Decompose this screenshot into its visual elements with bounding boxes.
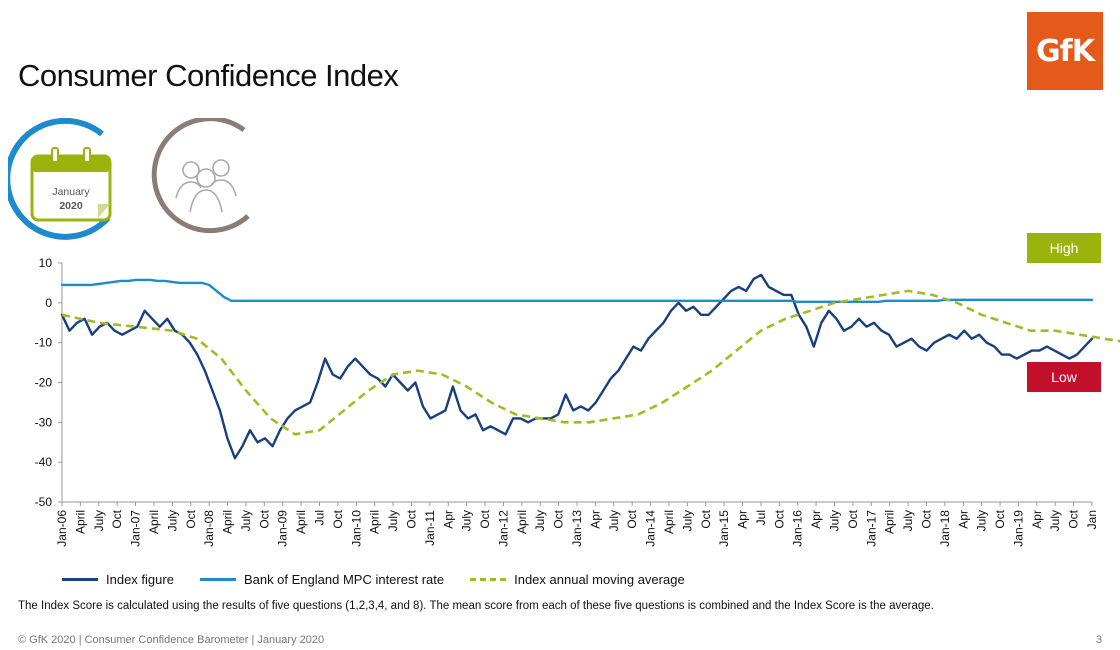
y-tick-label: 0 xyxy=(45,296,52,310)
x-tick-label: Jan-19 xyxy=(1011,510,1025,547)
x-tick-label: April xyxy=(368,510,382,534)
x-tick-label: Apr xyxy=(1030,510,1044,529)
x-axis: Jan-06 April July Oct Jan-07 April July Oct Jan-… xyxy=(55,501,1099,547)
x-tick-label: Jan xyxy=(1085,510,1099,529)
y-tick-label: -30 xyxy=(35,415,53,429)
chart-legend: Index figure Bank of England MPC interes… xyxy=(62,572,685,587)
calendar-icon: January 2020 xyxy=(8,118,112,240)
x-tick-label: Jan-16 xyxy=(791,510,805,547)
people-icon xyxy=(151,118,250,234)
legend-item-boe: Bank of England MPC interest rate xyxy=(199,572,445,587)
index-score-note: The Index Score is calculated using the … xyxy=(18,600,934,612)
legend-swatch-index xyxy=(62,578,98,581)
x-tick-label: Jan-11 xyxy=(423,510,437,546)
x-tick-label: Jan-14 xyxy=(644,510,658,547)
x-tick-label: April xyxy=(662,510,676,534)
x-tick-label: Oct xyxy=(919,509,933,528)
x-tick-label: April xyxy=(147,510,161,534)
series-layer xyxy=(60,273,1120,460)
x-tick-label: Jul xyxy=(313,510,327,525)
x-tick-label: Jan-06 xyxy=(55,510,69,547)
low-badge: Low xyxy=(1027,362,1101,392)
icon-group: January 2020 xyxy=(8,118,250,240)
x-tick-label: Jan-18 xyxy=(938,510,952,547)
x-tick-label: Oct xyxy=(404,509,418,528)
x-tick-label: Oct xyxy=(699,509,713,528)
legend-label-moving-avg: Index annual moving average xyxy=(514,572,685,587)
x-tick-label: July xyxy=(165,510,179,531)
x-tick-label: Apr xyxy=(956,510,970,529)
series-line-index-figure xyxy=(60,273,1094,460)
x-tick-label: Oct xyxy=(184,509,198,528)
consumer-confidence-chart: 100-10-20-30-40-50 Jan-06 April July Oct Jan… xyxy=(35,256,1120,547)
x-tick-label: Jul xyxy=(754,510,768,525)
legend-swatch-boe xyxy=(199,578,236,581)
calendar-year: 2020 xyxy=(59,200,83,212)
x-tick-label: Oct xyxy=(478,509,492,528)
footer: © GfK 2020 | Consumer Confidence Baromet… xyxy=(18,634,325,646)
x-tick-label: July xyxy=(680,510,694,531)
x-tick-label: Oct xyxy=(552,509,566,528)
x-tick-label: Jan-08 xyxy=(202,510,216,547)
x-tick-label: July xyxy=(239,510,253,531)
calendar-month: January xyxy=(52,186,90,198)
series-line-annual-moving-average xyxy=(61,289,1120,436)
gfk-logo: GfK xyxy=(1027,12,1103,90)
x-tick-label: July xyxy=(975,510,989,531)
y-tick-label: -10 xyxy=(35,336,53,350)
legend-item-moving-avg: Index annual moving average xyxy=(470,572,685,587)
x-tick-label: Oct xyxy=(846,509,860,528)
x-tick-label: Jan-17 xyxy=(864,510,878,547)
x-tick-label: July xyxy=(828,510,842,531)
series-line-boe-interest-rate xyxy=(60,278,1094,303)
y-tick-label: 10 xyxy=(39,256,53,270)
legend-item-index: Index figure xyxy=(62,572,174,587)
x-tick-label: Apr xyxy=(441,510,455,529)
x-tick-label: Oct xyxy=(331,509,345,528)
x-tick-label: July xyxy=(533,510,547,531)
x-tick-label: Oct xyxy=(993,509,1007,528)
x-tick-label: Jan-12 xyxy=(496,510,510,547)
y-tick-label: -40 xyxy=(35,455,53,469)
x-tick-label: Apr xyxy=(809,510,823,529)
x-tick-label: Oct xyxy=(625,509,639,528)
x-tick-label: Oct xyxy=(110,509,124,528)
x-tick-label: Apr xyxy=(588,510,602,529)
y-tick-label: -50 xyxy=(35,495,53,509)
x-tick-label: Jan-15 xyxy=(717,510,731,547)
x-tick-label: April xyxy=(883,510,897,534)
x-tick-label: April xyxy=(294,510,308,534)
x-tick-label: April xyxy=(515,510,529,534)
y-tick-label: -20 xyxy=(35,376,53,390)
x-tick-label: July xyxy=(607,510,621,531)
page-title: Consumer Confidence Index xyxy=(18,58,399,93)
x-tick-label: Jan-13 xyxy=(570,510,584,547)
x-tick-label: Oct xyxy=(772,509,786,528)
x-tick-label: Oct xyxy=(257,509,271,528)
high-badge: High xyxy=(1027,233,1101,263)
x-tick-label: July xyxy=(1048,510,1062,531)
x-tick-label: July xyxy=(460,510,474,531)
x-tick-label: Oct xyxy=(1067,509,1081,528)
x-tick-label: July xyxy=(901,510,915,531)
x-tick-label: Apr xyxy=(736,510,750,529)
legend-label-boe: Bank of England MPC interest rate xyxy=(243,572,445,587)
page-number: 3 xyxy=(1096,634,1103,646)
x-tick-label: Jan-09 xyxy=(276,510,290,547)
legend-swatch-moving-avg xyxy=(470,578,507,581)
x-tick-label: July xyxy=(92,510,106,531)
y-axis: 10 0 -10 -20 -30 -40 -50 xyxy=(35,256,63,509)
x-tick-label: April xyxy=(221,510,235,534)
legend-label-index: Index figure xyxy=(106,572,174,587)
x-tick-label: April xyxy=(73,510,87,534)
x-tick-label: Jan-10 xyxy=(349,510,363,547)
x-tick-label: July xyxy=(386,510,400,531)
x-tick-label: Jan-07 xyxy=(129,510,143,547)
